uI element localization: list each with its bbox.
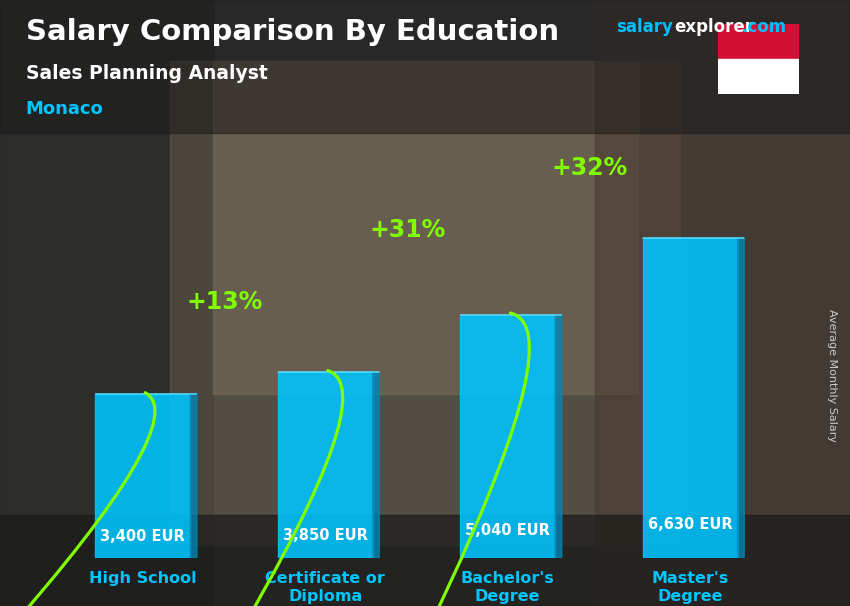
Bar: [0, 0, 850, 133]
Text: 6,630 EUR: 6,630 EUR: [648, 517, 733, 532]
Polygon shape: [372, 372, 379, 558]
Bar: [278, 372, 372, 558]
Text: Average Monthly Salary: Average Monthly Salary: [827, 309, 837, 442]
Bar: [461, 315, 555, 558]
Bar: [718, 24, 799, 59]
Polygon shape: [738, 238, 745, 558]
Text: 3,400 EUR: 3,400 EUR: [100, 530, 185, 544]
Text: explorer: explorer: [674, 18, 753, 36]
Text: .com: .com: [741, 18, 786, 36]
Bar: [95, 394, 190, 558]
Bar: [170, 61, 680, 545]
Text: +13%: +13%: [187, 290, 263, 315]
Bar: [595, 0, 850, 606]
Text: 5,040 EUR: 5,040 EUR: [465, 523, 550, 538]
Bar: [643, 238, 738, 558]
Text: salary: salary: [616, 18, 673, 36]
Text: Salary Comparison By Education: Salary Comparison By Education: [26, 18, 558, 46]
Polygon shape: [555, 315, 562, 558]
Text: Sales Planning Analyst: Sales Planning Analyst: [26, 64, 267, 82]
Bar: [0, 0, 212, 606]
Text: +31%: +31%: [369, 219, 445, 242]
Text: 3,850 EUR: 3,850 EUR: [283, 528, 368, 543]
Bar: [212, 61, 638, 394]
Bar: [718, 59, 799, 94]
Bar: [0, 515, 850, 606]
Polygon shape: [190, 394, 197, 558]
Text: +32%: +32%: [552, 156, 628, 181]
Text: Monaco: Monaco: [26, 100, 103, 118]
